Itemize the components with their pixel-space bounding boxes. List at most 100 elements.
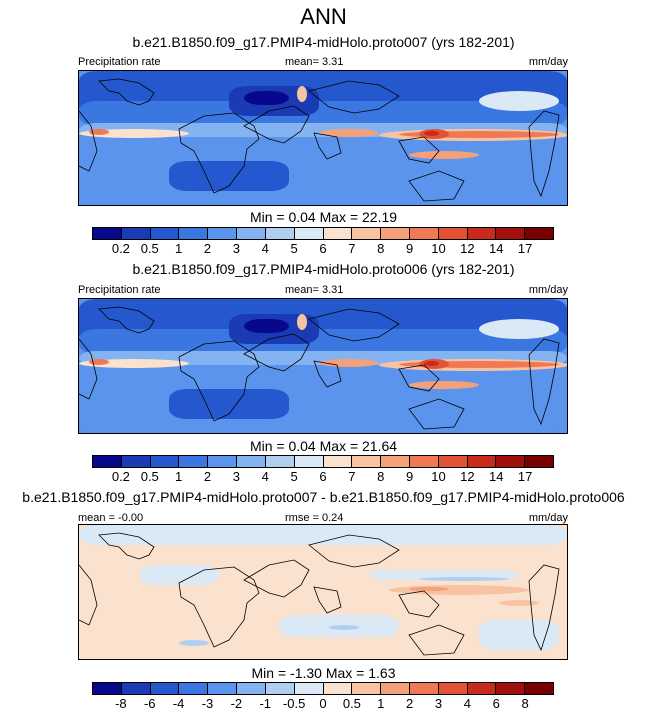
colorbar-tick-label: 8 <box>521 696 529 711</box>
contour-region <box>499 600 539 606</box>
panel1-mean-label: mean= 3.31 <box>285 56 344 68</box>
colorbar-tick-label: 0.5 <box>342 696 361 711</box>
colorbar-swatch <box>150 683 180 694</box>
coastline <box>308 308 400 342</box>
panel2-variable-label: Precipitation rate <box>78 284 161 296</box>
colorbar-tick-label: 12 <box>460 469 475 484</box>
contour-region <box>139 565 219 585</box>
panel2-colorbar-ticks: 0.2 0.5 1 2 3 4 5 6 7 8 9 10 12 14 17 <box>92 469 554 485</box>
colorbar-tick-label: 3 <box>232 469 240 484</box>
contour-region <box>169 161 289 191</box>
contour-region <box>409 381 479 389</box>
panel3-minmax: Min = -1.30 Max = 1.63 <box>251 665 396 681</box>
colorbar-swatch <box>265 456 295 467</box>
panel1-minmax: Min = 0.04 Max = 22.19 <box>249 209 398 225</box>
colorbar-swatch <box>496 228 526 239</box>
coastline <box>313 586 342 614</box>
panel1-case-title: b.e21.B1850.f09_g17.PMIP4-midHolo.proto0… <box>132 34 515 50</box>
coastline <box>178 340 260 422</box>
colorbar-swatch <box>237 228 266 239</box>
panel2-minmax: Min = 0.04 Max = 21.64 <box>249 438 398 454</box>
colorbar-tick-label: -2 <box>230 696 243 711</box>
colorbar-tick-label: 10 <box>431 469 446 484</box>
panel1-units-label: mm/day <box>528 56 568 68</box>
panel1-colorbar <box>92 227 554 240</box>
colorbar-swatch <box>381 456 410 467</box>
colorbar-tick-label: 17 <box>517 469 533 484</box>
colorbar-tick-label: 14 <box>489 241 504 256</box>
colorbar-tick-label: -8 <box>115 696 127 711</box>
contour-region <box>409 587 449 591</box>
colorbar-tick-label: 2 <box>406 696 414 711</box>
panel3-rmse-label: rmse = 0.24 <box>285 512 344 524</box>
coastline <box>408 624 465 656</box>
colorbar-tick-label: 4 <box>261 469 269 484</box>
coastline <box>79 110 98 172</box>
colorbar-tick-label: -1 <box>259 696 272 711</box>
colorbar-swatch <box>179 456 209 467</box>
colorbar-swatch <box>179 228 209 239</box>
contour-region <box>479 91 559 111</box>
coastline <box>98 78 155 106</box>
coastline <box>98 532 155 560</box>
panel3-case-title: b.e21.B1850.f09_g17.PMIP4-midHolo.proto0… <box>22 489 625 505</box>
coastline <box>398 590 440 618</box>
coastline <box>528 564 560 652</box>
contour-region <box>79 101 567 126</box>
colorbar-swatch <box>323 228 353 239</box>
coastline <box>178 566 260 648</box>
contour-region <box>479 620 559 650</box>
contour-region <box>179 640 209 646</box>
panel3-colorbar-ticks: -8 -6 -4 -3 -2 -1 -0.5 0 0.5 1 2 3 4 6 8 <box>92 696 554 712</box>
colorbar-tick-label: 6 <box>319 469 327 484</box>
colorbar-swatch <box>409 228 439 239</box>
contour-region <box>244 91 289 105</box>
colorbar-tick-label: 0.2 <box>111 469 130 484</box>
colorbar-swatch <box>438 456 468 467</box>
contour-region <box>419 577 509 581</box>
colorbar-swatch <box>150 228 180 239</box>
colorbar-swatch <box>208 228 238 239</box>
panel2-units-label: mm/day <box>528 284 568 296</box>
contour-region <box>79 525 567 545</box>
contour-region <box>169 389 289 419</box>
colorbar-swatch <box>525 456 553 467</box>
contour-region <box>424 361 439 366</box>
colorbar-swatch <box>467 456 497 467</box>
panel2-mean-label: mean= 3.31 <box>285 284 344 296</box>
colorbar-swatch <box>294 228 324 239</box>
panel2-precip-map <box>78 298 568 434</box>
colorbar-swatch <box>467 228 497 239</box>
coastline <box>528 338 560 426</box>
coastline <box>98 306 155 334</box>
colorbar-tick-label: 3 <box>434 696 443 711</box>
colorbar-swatch <box>121 228 151 239</box>
colorbar-tick-label: 5 <box>290 469 298 484</box>
colorbar-tick-label: 17 <box>517 241 533 256</box>
colorbar-tick-label: 0.2 <box>111 241 130 256</box>
colorbar-swatch <box>208 456 238 467</box>
contour-region <box>297 314 307 330</box>
panel3-colorbar <box>92 682 554 695</box>
contour-region <box>409 151 479 159</box>
contour-region <box>479 319 559 339</box>
colorbar-swatch <box>294 456 324 467</box>
colorbar-tick-label: 10 <box>431 241 446 256</box>
panel3-mean-label: mean = -0.00 <box>78 512 144 524</box>
colorbar-swatch <box>352 456 382 467</box>
colorbar-swatch <box>409 683 439 694</box>
colorbar-swatch <box>294 683 324 694</box>
colorbar-tick-label: 0.5 <box>140 469 159 484</box>
colorbar-swatch <box>496 683 526 694</box>
panel1-variable-label: Precipitation rate <box>78 56 161 68</box>
colorbar-tick-label: -6 <box>143 696 156 711</box>
colorbar-tick-label: 14 <box>489 469 504 484</box>
colorbar-swatch <box>381 683 410 694</box>
colorbar-swatch <box>352 683 382 694</box>
colorbar-tick-label: 5 <box>290 241 298 256</box>
contour-region <box>89 129 109 135</box>
coastline <box>398 364 440 392</box>
panel3-diff-map <box>78 524 568 660</box>
colorbar-swatch <box>265 683 295 694</box>
panel2-colorbar <box>92 455 554 468</box>
